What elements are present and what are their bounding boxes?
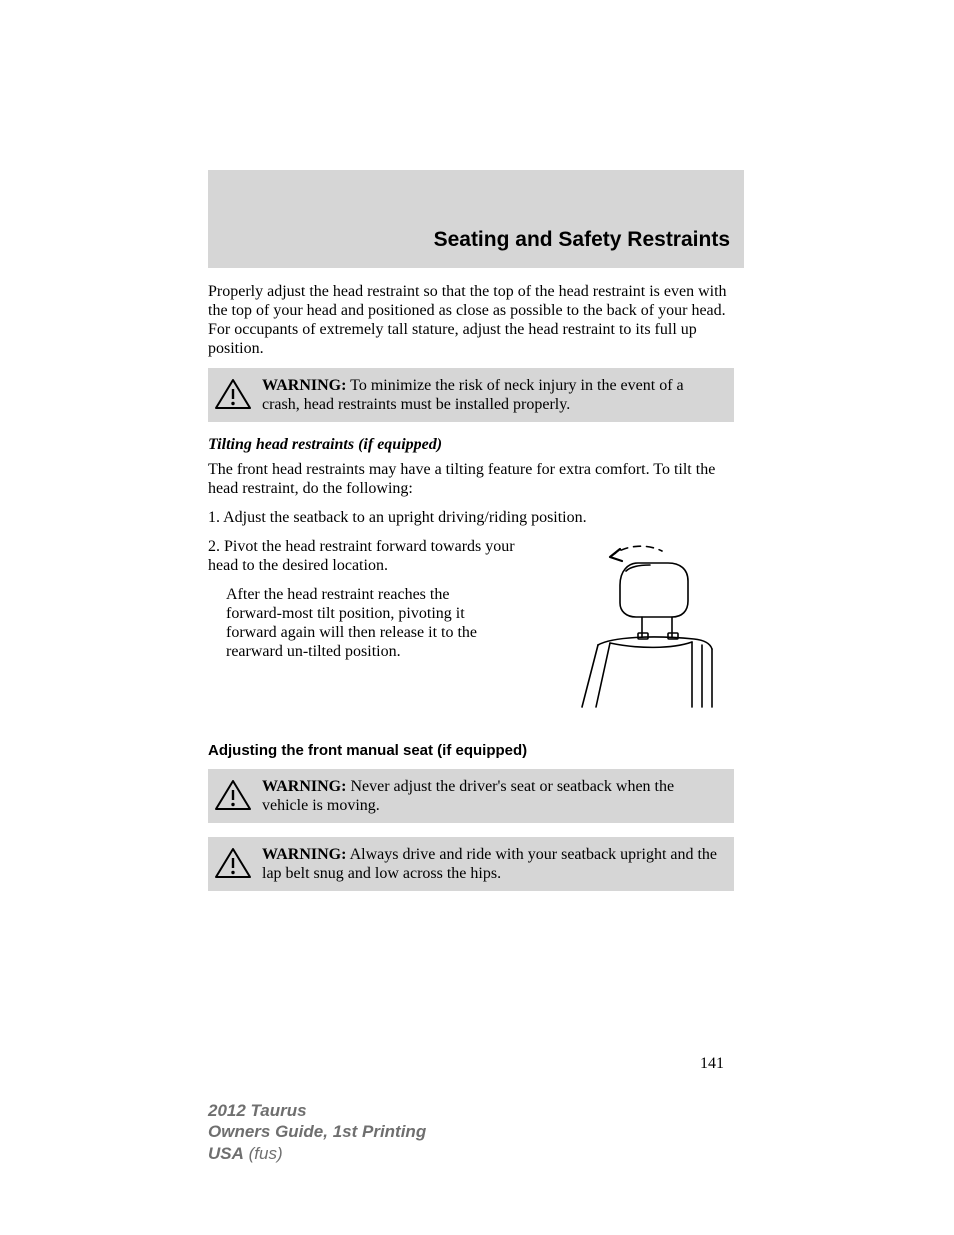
warning-box-1: WARNING: To minimize the risk of neck in…: [208, 368, 734, 422]
warning-label: WARNING:: [262, 377, 346, 394]
footer-line-3: USA (fus): [208, 1143, 426, 1164]
footer: 2012 Taurus Owners Guide, 1st Printing U…: [208, 1100, 426, 1164]
manual-seat-heading: Adjusting the front manual seat (if equi…: [208, 742, 734, 759]
tilting-step-2: 2. Pivot the head restraint forward towa…: [208, 537, 530, 575]
footer-line-1: 2012 Taurus: [208, 1100, 426, 1121]
tilting-step-1: 1. Adjust the seatback to an upright dri…: [208, 508, 734, 527]
warning-text-2: WARNING: Never adjust the driver's seat …: [262, 777, 724, 815]
headrest-svg: [542, 537, 734, 709]
tilting-intro: The front head restraints may have a til…: [208, 460, 734, 498]
warning-triangle-icon: [214, 378, 252, 410]
footer-country: USA: [208, 1144, 244, 1163]
warning-label: WARNING:: [262, 846, 346, 863]
step2-text-column: 2. Pivot the head restraint forward towa…: [208, 537, 530, 661]
warning-box-2: WARNING: Never adjust the driver's seat …: [208, 769, 734, 823]
footer-suffix: (fus): [244, 1144, 283, 1163]
intro-paragraph: Properly adjust the head restraint so th…: [208, 282, 734, 358]
warning-triangle-icon: [214, 847, 252, 879]
warning-text-3: WARNING: Always drive and ride with your…: [262, 845, 724, 883]
warning-label: WARNING:: [262, 778, 346, 795]
warning-text-1: WARNING: To minimize the risk of neck in…: [262, 376, 724, 414]
footer-line-2: Owners Guide, 1st Printing: [208, 1121, 426, 1142]
tilting-note: After the head restraint reaches the for…: [226, 585, 506, 661]
warning-box-3: WARNING: Always drive and ride with your…: [208, 837, 734, 891]
page-body: Properly adjust the head restraint so th…: [208, 268, 744, 1073]
warning-triangle-icon: [214, 779, 252, 811]
headrest-illustration: [542, 537, 734, 714]
step2-with-figure: 2. Pivot the head restraint forward towa…: [208, 537, 734, 714]
tilting-heading: Tilting head restraints (if equipped): [208, 436, 734, 454]
manual-page: Seating and Safety Restraints Properly a…: [208, 170, 744, 1073]
page-number: 141: [208, 905, 734, 1073]
chapter-title: Seating and Safety Restraints: [208, 170, 744, 268]
